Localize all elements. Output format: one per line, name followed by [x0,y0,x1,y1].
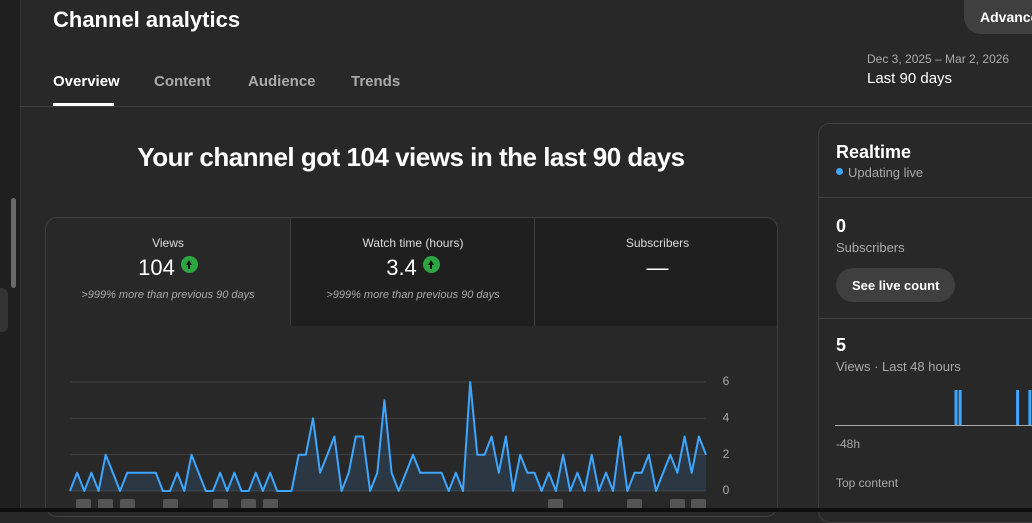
live-dot [836,168,843,175]
top-content: Top content [836,476,899,490]
live-count-button[interactable]: See live count [836,268,955,302]
metric-tab[interactable]: Watch time (hours) 3.4 >999% more than p… [290,218,535,326]
bar [954,390,958,425]
tab-underline [53,103,114,106]
y-tick-label: 0 [723,483,730,497]
metric-tab[interactable]: Subscribers — [534,218,777,326]
date-range[interactable]: Dec 3, 2025 – Mar 2, 2026 [867,52,1010,66]
metric-value: 3.4 [386,255,417,280]
tab[interactable]: Trends [351,73,401,90]
realtime-card: Realtime Updating live 0 Subscribers See… [818,123,1032,523]
bar [1028,390,1032,425]
subscriber-label: Subscribers [836,240,905,255]
divider [819,318,1032,319]
subscriber-count: 0 [836,216,847,236]
overview-card: Views 104 >999% more than previous 90 da… [45,217,778,517]
y-tick-label: 2 [723,447,730,461]
sidebar-item [0,288,8,332]
metric-value: — [646,255,669,280]
metric-value: 104 [138,255,175,280]
tab[interactable]: Overview [53,73,120,90]
realtime-chart [835,390,1032,426]
y-tick-label: 4 [723,411,730,425]
up-icon [180,256,198,273]
views-label: Views · Last 48 hours [836,359,961,374]
sidebar [0,0,21,512]
tab[interactable]: Audience [248,73,316,90]
metric-label: Views [152,236,184,250]
line [69,381,707,492]
up-icon [422,256,440,273]
advanced-button-label: Advance [980,9,1032,25]
tab[interactable]: Content [154,73,211,90]
scrollbar[interactable] [11,198,16,288]
metric-label: Subscribers [625,236,690,250]
y-tick-label: 6 [723,374,730,388]
views-chart: 0 2 4 6 [69,374,730,512]
metric-trend: >999% more than previous 90 days [326,289,500,301]
metric-tab[interactable]: Views 104 >999% more than previous 90 da… [46,218,290,326]
views-count: 5 [836,335,847,355]
metric-trend: >999% more than previous 90 days [81,289,255,301]
metric-label: Watch time (hours) [362,236,464,250]
date-range-label[interactable]: Last 90 days [867,70,953,87]
realtime-status: Updating live [848,165,924,180]
realtime-title: Realtime [836,142,912,162]
bar [1016,390,1020,425]
live-count-button-label: See live count [852,278,940,293]
divider [819,197,1032,198]
headline: Your channel got 104 views in the last 9… [137,142,685,172]
divider [20,106,1032,107]
advanced-button[interactable]: Advance [964,0,1032,34]
bottom-edge [0,508,1032,512]
bar [958,390,962,425]
page-title: Channel analytics [53,7,241,32]
realtime-x-label: -48h [836,437,861,451]
